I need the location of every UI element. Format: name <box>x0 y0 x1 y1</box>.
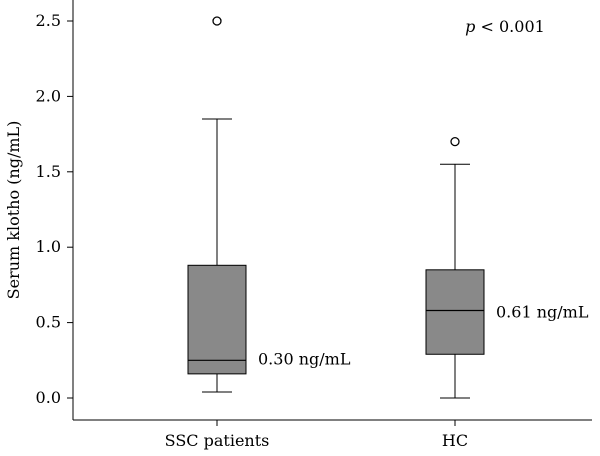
box-hc: 0.61 ng/mL <box>425 136 589 399</box>
y-axis: 0.0 0.5 1.0 1.5 2.0 2.5 Serum klotho (ng/mL) <box>4 0 74 420</box>
y-tick-label: 2.5 <box>36 11 61 30</box>
outlier-point <box>450 136 460 147</box>
y-axis-title: Serum klotho (ng/mL) <box>4 121 23 300</box>
y-ticks: 0.0 0.5 1.0 1.5 2.0 2.5 <box>36 11 73 407</box>
x-tick-label: HC <box>442 431 468 450</box>
p-value-annotation: p < 0.001 <box>465 17 545 36</box>
outlier-point <box>212 16 222 26</box>
y-tick-label: 0.0 <box>36 388 61 407</box>
x-tick-label: SSC patients <box>165 431 270 450</box>
median-value-label: 0.61 ng/mL <box>496 303 589 322</box>
p-value-symbol: p <box>465 17 475 36</box>
box-ssc-patients: 0.30 ng/mL <box>187 16 351 393</box>
p-value-text: < 0.001 <box>475 17 544 36</box>
boxes: 0.30 ng/mL 0.61 ng/mL <box>187 16 589 399</box>
y-tick-label: 2.0 <box>36 86 61 105</box>
interquartile-box <box>425 269 485 355</box>
median-value-label: 0.30 ng/mL <box>258 349 351 368</box>
x-axis: SSC patients HC <box>73 419 592 450</box>
y-tick-label: 1.0 <box>36 237 61 256</box>
y-tick-label: 0.5 <box>36 313 61 332</box>
interquartile-box <box>187 264 247 375</box>
y-tick-label: 1.5 <box>36 162 61 181</box>
x-ticks: SSC patients HC <box>165 420 468 450</box>
